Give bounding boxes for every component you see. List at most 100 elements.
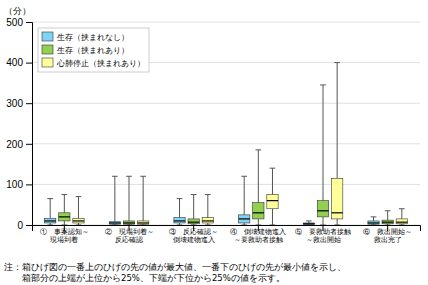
upper-whisker bbox=[337, 63, 338, 179]
min-cap bbox=[371, 225, 377, 226]
median-line bbox=[45, 220, 56, 221]
box-series bbox=[59, 85, 394, 225]
median-line bbox=[202, 220, 213, 221]
lower-whisker bbox=[337, 219, 338, 225]
y-tick-mark bbox=[26, 103, 32, 104]
note-line: 注：箱ひげ図の一番上のひげの先の値が最大値、一番下のひげの先が最小値を示し、 bbox=[4, 262, 346, 272]
upper-whisker bbox=[401, 209, 402, 219]
box-body bbox=[137, 221, 148, 224]
box-body bbox=[368, 221, 379, 224]
lower-whisker bbox=[258, 219, 259, 225]
grid-line bbox=[32, 143, 420, 144]
box bbox=[303, 221, 314, 225]
box-body bbox=[239, 215, 250, 223]
box-body bbox=[59, 213, 70, 221]
max-cap bbox=[371, 216, 377, 217]
box-body bbox=[253, 203, 264, 219]
y-tick: 500 bbox=[6, 17, 32, 28]
legend-label: 生存（挟まれなし） bbox=[57, 33, 129, 42]
y-axis-line bbox=[26, 23, 33, 226]
box bbox=[137, 176, 148, 225]
median-line bbox=[123, 222, 134, 223]
max-cap bbox=[241, 176, 247, 177]
box-body bbox=[45, 219, 56, 223]
y-tick-label: 300 bbox=[6, 98, 23, 109]
median-line bbox=[59, 216, 70, 217]
max-cap bbox=[62, 194, 68, 195]
max-cap bbox=[334, 62, 340, 63]
max-cap bbox=[76, 196, 82, 197]
x-tick: ⑤ 要救助者接触～救出開始 bbox=[295, 225, 351, 244]
max-cap bbox=[306, 220, 312, 221]
legend-frame bbox=[38, 28, 149, 72]
y-axis-title: （分） bbox=[4, 6, 31, 16]
lower-whisker bbox=[64, 221, 65, 225]
upper-whisker bbox=[272, 168, 273, 194]
box-series bbox=[45, 176, 380, 225]
x-tick-label-line: 反応確認 bbox=[115, 236, 143, 243]
upper-whisker bbox=[78, 197, 79, 219]
boxes bbox=[45, 63, 408, 225]
y-tick-label: 0 bbox=[17, 220, 23, 231]
y-tick-mark bbox=[26, 184, 32, 185]
box-body bbox=[202, 218, 213, 223]
x-tick-label-line: ④ 倒壊建物進入 bbox=[230, 228, 286, 236]
median-line bbox=[317, 210, 328, 211]
max-cap bbox=[385, 210, 391, 211]
median-line bbox=[188, 222, 199, 223]
median-line bbox=[73, 220, 84, 221]
y-tick-mark bbox=[26, 225, 32, 226]
legend-item: 生存（挟まれあり） bbox=[42, 45, 129, 55]
box bbox=[239, 176, 250, 225]
legend-swatch bbox=[42, 58, 53, 67]
legend: 生存（挟まれなし） 生存（挟まれあり） 心肺停止（挟まれあり） bbox=[38, 28, 149, 72]
legend-label: 心肺停止（挟まれあり） bbox=[56, 59, 145, 68]
max-cap bbox=[270, 168, 276, 169]
max-cap bbox=[205, 194, 211, 195]
max-cap bbox=[177, 198, 183, 199]
box-body bbox=[188, 219, 199, 224]
upper-whisker bbox=[258, 150, 259, 203]
median-line bbox=[396, 222, 407, 223]
box-body bbox=[303, 223, 314, 225]
box bbox=[331, 63, 342, 225]
box bbox=[109, 176, 120, 225]
box bbox=[396, 209, 407, 225]
lower-whisker bbox=[323, 217, 324, 225]
y-tick-label: 400 bbox=[6, 57, 23, 68]
y-tick: 0 bbox=[17, 220, 32, 231]
plot-area: 0100200300400500① 事案認知～現場到着② 現場到着～反応確認③ … bbox=[6, 17, 420, 245]
grid-line bbox=[32, 22, 420, 23]
box bbox=[59, 195, 70, 225]
upper-whisker bbox=[244, 176, 245, 215]
legend-swatch bbox=[42, 45, 53, 54]
x-tick-label-line: 救出完了 bbox=[373, 236, 402, 243]
median-line bbox=[137, 222, 148, 223]
y-tick-mark bbox=[26, 63, 32, 64]
x-tick-label: ⑥ 救出開始～救出完了 bbox=[363, 228, 412, 243]
grid bbox=[32, 22, 420, 225]
upper-whisker bbox=[64, 195, 65, 213]
box bbox=[202, 195, 213, 225]
chart: 0100200300400500① 事案認知～現場到着② 現場到着～反応確認③ … bbox=[0, 0, 428, 285]
x-tick-label: ③ 反応確認～倒壊建物進入 bbox=[169, 228, 218, 244]
box bbox=[73, 197, 84, 225]
min-cap bbox=[126, 225, 132, 226]
max-cap bbox=[399, 208, 405, 209]
min-cap bbox=[205, 225, 211, 226]
median-line bbox=[382, 222, 393, 223]
grid-line bbox=[32, 184, 420, 185]
y-tick: 300 bbox=[6, 98, 32, 109]
x-tick: ⑥ 救出開始～救出完了 bbox=[363, 225, 412, 243]
box bbox=[253, 150, 264, 225]
x-tick: ① 事案認知～現場到着 bbox=[40, 225, 89, 244]
median-line bbox=[368, 222, 379, 223]
box bbox=[174, 199, 185, 225]
min-cap bbox=[140, 225, 146, 226]
upper-whisker bbox=[193, 195, 194, 219]
min-cap bbox=[47, 225, 53, 226]
min-cap bbox=[385, 225, 391, 226]
x-tick-label-line: ⑥ 救出開始～ bbox=[363, 228, 412, 236]
box bbox=[267, 168, 278, 225]
max-cap bbox=[126, 176, 132, 177]
